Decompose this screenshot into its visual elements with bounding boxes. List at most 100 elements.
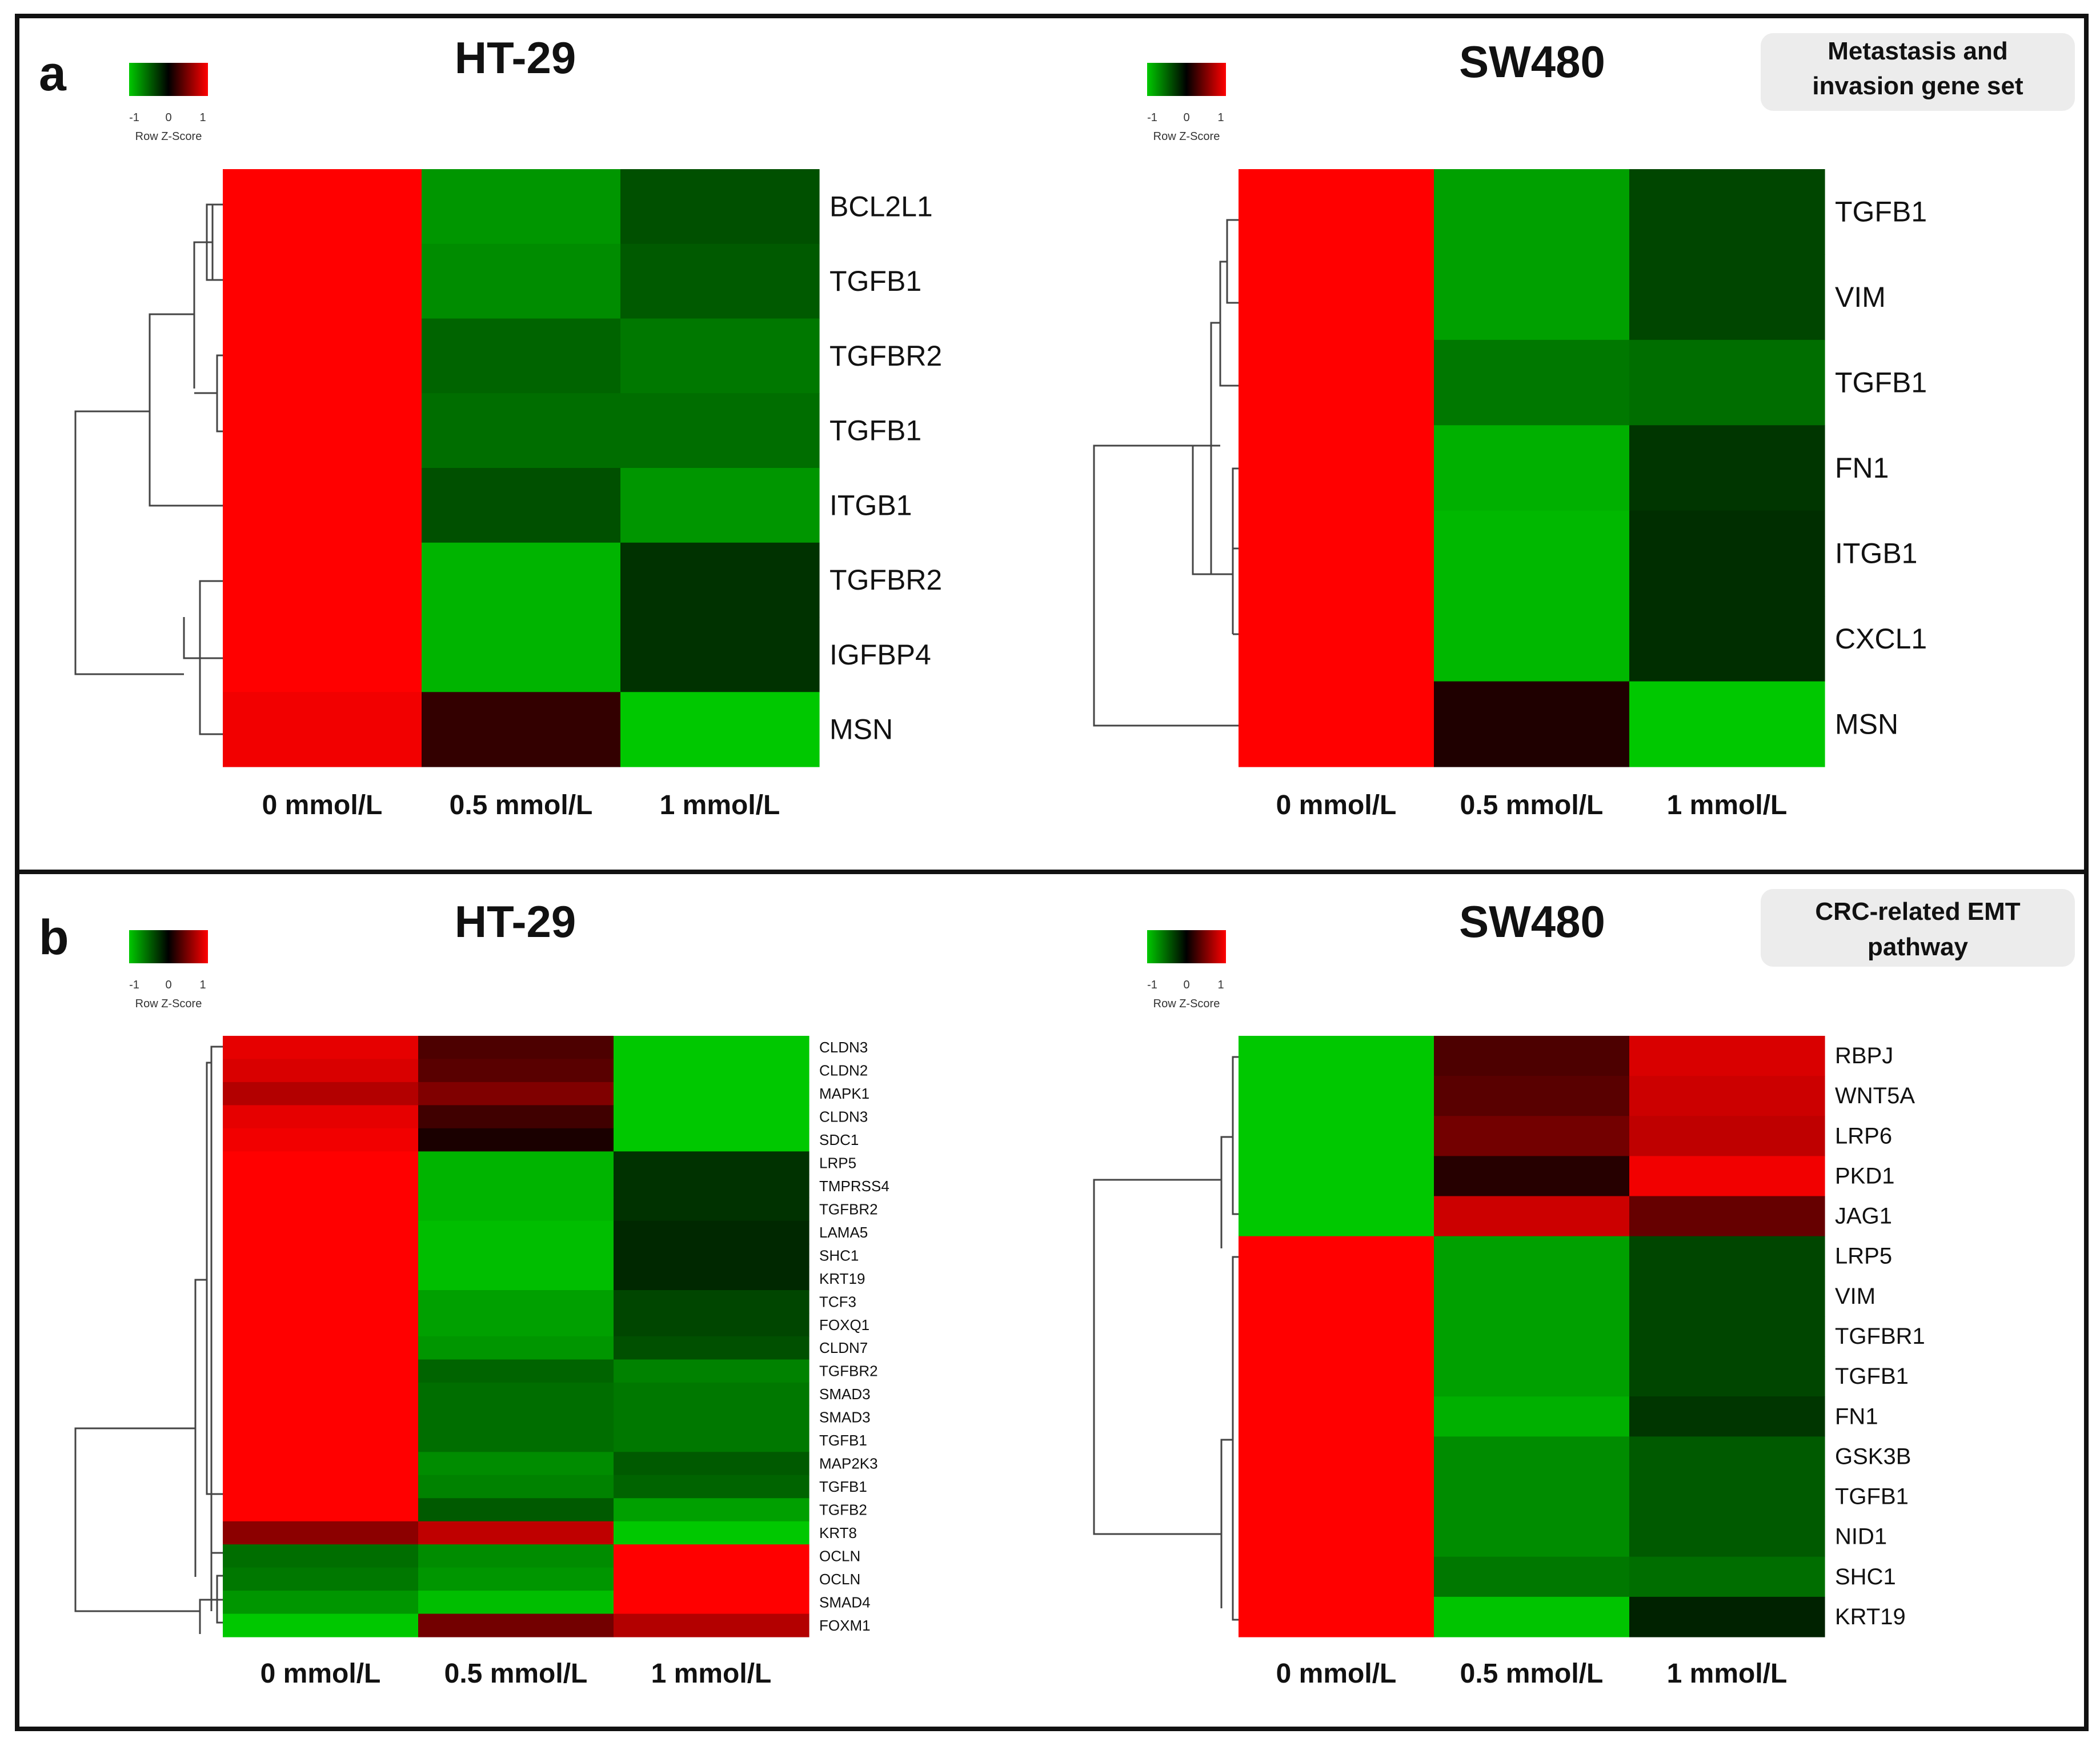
heatmap-cell: [223, 617, 422, 692]
heatmap-cell: [223, 1544, 419, 1568]
legend-b-sw480: -1 0 1 Row Z-Score: [1147, 930, 1226, 1010]
heatmap-cell: [614, 1452, 809, 1476]
heatmap-cell: [1434, 1076, 1630, 1116]
heatmap-cell: [1629, 510, 1825, 596]
heatmap-cell: [223, 1382, 419, 1406]
legend-b-ht29: -1 0 1 Row Z-Score: [129, 930, 208, 1010]
heatmap-cell: [1239, 1396, 1434, 1437]
heatmap-cell: [422, 169, 621, 245]
heatmap-cell: [1239, 1236, 1434, 1277]
row-label: TGFBR2: [819, 1363, 878, 1380]
column-label: 0.5 mmol/L: [444, 1659, 588, 1689]
heatmap-cell: [223, 1267, 419, 1291]
heatmap-cell: [1434, 254, 1630, 341]
row-label: TGFB1: [1835, 367, 1927, 399]
heatmap-cell: [1239, 169, 1434, 255]
panel-a-badge-line1: Metastasis and: [1828, 37, 2007, 65]
row-label: IGFBP4: [829, 639, 931, 671]
heatmap-cell: [223, 1313, 419, 1337]
heatmap-cell: [1629, 1476, 1825, 1517]
heatmap-cell: [1629, 339, 1825, 426]
heatmap-cell: [418, 1428, 614, 1452]
row-label: FN1: [1835, 1404, 1878, 1429]
heatmap-cell: [1239, 1436, 1434, 1477]
heatmap-cell: [1239, 1116, 1434, 1156]
legend-bar: [129, 63, 208, 96]
column-label: 1 mmol/L: [1667, 1659, 1788, 1689]
heatmap-cell: [1434, 1276, 1630, 1317]
panel-a-badge: Metastasis and invasion gene set: [1761, 33, 2075, 111]
panel-a-letter: a: [39, 46, 67, 101]
heatmap-cell: [620, 692, 820, 767]
column-label: 1 mmol/L: [1667, 790, 1788, 820]
row-label: WNT5A: [1835, 1083, 1915, 1108]
heatmap-cell: [1434, 339, 1630, 426]
heatmap-a-ht29: HT-29 BCL2L1 TGFB1 TGFBR2 TGFB1 ITGB1 TGFBR2 IG…: [223, 33, 942, 820]
heatmap-cell: [223, 169, 422, 245]
legend-tick-mid: 0: [165, 979, 171, 991]
column-label: 1 mmol/L: [660, 790, 780, 820]
row-label: ITGB1: [829, 489, 912, 521]
heatmap-cell: [614, 1105, 809, 1129]
heatmap-cell: [223, 1521, 419, 1545]
heatmap-cell: [418, 1567, 614, 1591]
heatmap-cell: [223, 1290, 419, 1314]
heatmap-cell: [614, 1267, 809, 1291]
heatmap-cell: [1629, 681, 1825, 767]
heatmap-cell: [223, 1244, 419, 1268]
heatmap-cell: [1434, 1476, 1630, 1517]
heatmap-cell: [422, 393, 621, 468]
column-label: 0 mmol/L: [1276, 790, 1397, 820]
heatmap-cell: [223, 1198, 419, 1222]
heatmap-cell: [614, 1475, 809, 1499]
heatmap-cell: [422, 617, 621, 692]
heatmap-cell: [620, 617, 820, 692]
legend-tick-high: 1: [1217, 979, 1224, 991]
heatmap-cell: [614, 1174, 809, 1198]
panel-b-badge-line2: pathway: [1867, 933, 1969, 961]
row-label: CXCL1: [1835, 623, 1927, 655]
heatmap-cell: [223, 1359, 419, 1383]
heatmap-cell: [620, 468, 820, 543]
heatmap-title: SW480: [1459, 896, 1605, 947]
row-label: TGFB1: [819, 1478, 867, 1495]
heatmap-cell: [1434, 1356, 1630, 1397]
row-label: KRT8: [819, 1524, 857, 1541]
legend-a-sw480: -1 0 1 Row Z-Score: [1147, 63, 1226, 143]
heatmap-cell: [1434, 1196, 1630, 1237]
legend-bar: [1147, 930, 1226, 963]
row-label: TGFB2: [819, 1501, 867, 1518]
heatmap-cell: [614, 1220, 809, 1244]
row-label: MSN: [829, 714, 893, 746]
heatmap-cell: [1629, 1236, 1825, 1277]
row-label: FOXQ1: [819, 1316, 869, 1333]
heatmap-cell: [614, 1036, 809, 1060]
heatmap-cell: [1239, 510, 1434, 596]
heatmap-cell: [1434, 1236, 1630, 1277]
heatmap-cell: [1434, 510, 1630, 596]
dendrogram-a-ht29: [74, 203, 223, 735]
heatmap-cell: [418, 1105, 614, 1129]
heatmap-cell: [418, 1290, 614, 1314]
heatmap-cell: [223, 393, 422, 468]
dendrogram-b-ht29: [74, 1046, 223, 1634]
heatmap-cell: [1239, 1036, 1434, 1076]
heatmap-cell: [418, 1059, 614, 1083]
row-label: GSK3B: [1835, 1444, 1911, 1469]
column-label: 0.5 mmol/L: [1460, 790, 1604, 820]
row-label: CLDN3: [819, 1108, 868, 1126]
legend-tick-mid: 0: [1183, 979, 1189, 991]
heatmap-cell: [223, 1428, 419, 1452]
row-label: NID1: [1835, 1524, 1887, 1549]
heatmap-cell: [1434, 1596, 1630, 1637]
row-label: TGFBR2: [819, 1200, 878, 1218]
heatmap-cell: [422, 692, 621, 767]
row-label: CLDN7: [819, 1339, 868, 1356]
dendrogram-b-sw480: [1093, 1056, 1239, 1621]
heatmap-cell: [223, 1082, 419, 1106]
heatmap-cell: [1434, 1316, 1630, 1357]
heatmap-cell: [1434, 1116, 1630, 1156]
heatmap-cell: [223, 1174, 419, 1198]
heatmap-cell: [418, 1198, 614, 1222]
heatmap-cell: [223, 1498, 419, 1522]
